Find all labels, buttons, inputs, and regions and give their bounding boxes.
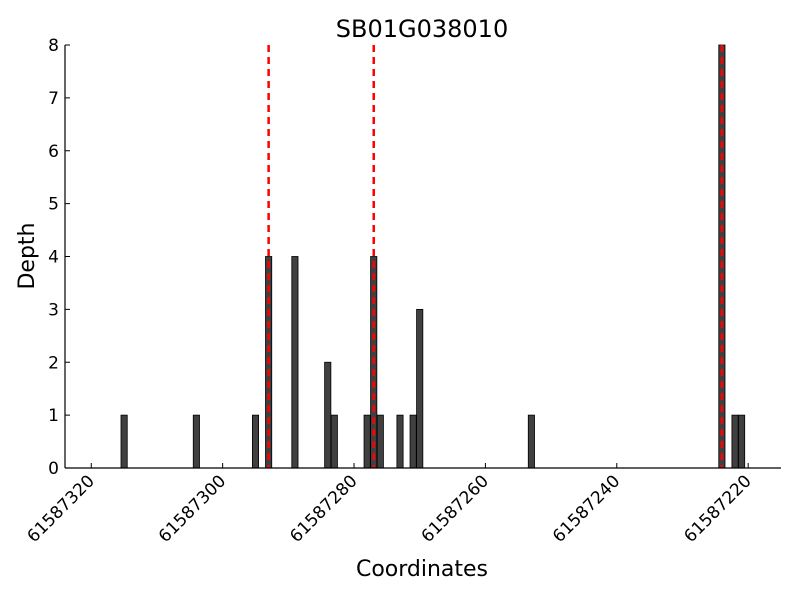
bar (376, 414, 384, 469)
bar (363, 414, 371, 469)
x-tick-label: 61587320 (23, 471, 98, 546)
y-tick-label: 8 (48, 36, 59, 56)
x-tick-label: 61587220 (680, 471, 755, 546)
x-tick-label: 61587280 (286, 471, 361, 546)
y-tick-label: 7 (48, 89, 59, 109)
bar (396, 414, 404, 469)
y-tick-label: 5 (48, 195, 59, 215)
x-tick-label: 61587300 (155, 471, 230, 546)
bars-layer (120, 44, 746, 469)
x-axis-label: Coordinates (356, 557, 488, 582)
bar (291, 256, 299, 469)
bar (738, 414, 746, 469)
reference-lines-layer (267, 45, 724, 468)
bar (192, 414, 200, 469)
chart-title: SB01G038010 (336, 15, 508, 43)
bar (330, 414, 338, 469)
x-tick-label: 61587240 (549, 471, 624, 546)
x-tick-label: 61587260 (418, 471, 493, 546)
bar (409, 414, 417, 469)
bar (324, 361, 332, 469)
bar (731, 414, 739, 469)
y-tick-label: 3 (48, 300, 59, 320)
y-axis-label: Depth (15, 222, 40, 289)
y-tick-label: 6 (48, 142, 59, 162)
bar (527, 414, 535, 469)
y-tick-label: 0 (48, 459, 59, 479)
bar (251, 414, 260, 469)
y-tick-label: 2 (48, 353, 59, 373)
ticks-layer: 0 1 2 3 4 5 6 7 8 61587320 61587300 61587280 6158726… (23, 36, 755, 547)
bar (120, 414, 128, 469)
bar (416, 308, 424, 469)
y-tick-label: 4 (48, 248, 59, 268)
y-tick-label: 1 (48, 406, 59, 426)
